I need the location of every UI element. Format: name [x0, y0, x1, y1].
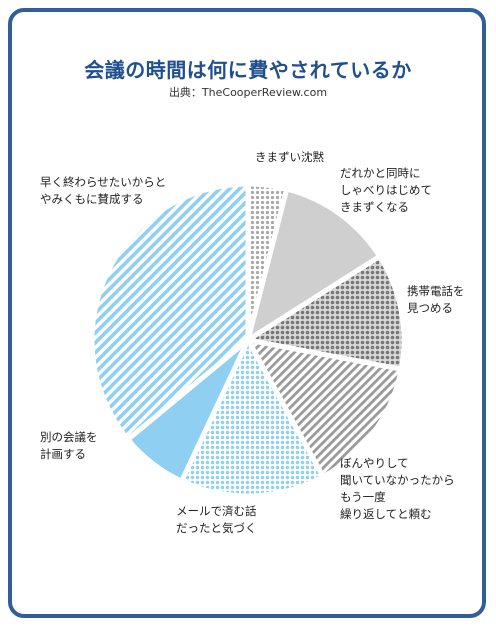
slice-label-line: だったと気づく: [176, 521, 257, 535]
pie-slice: [245, 337, 404, 480]
slice-label-line: 繰り返してと頼む: [340, 507, 432, 521]
slice-label-line: しゃべりはじめて: [340, 183, 432, 197]
chart-title: 会議の時間は何に費やされているか: [84, 58, 412, 82]
slice-label: 携帯電話を見つめる: [407, 284, 465, 315]
slice-label: きまずい沈黙: [255, 150, 324, 164]
slice-label-line: 聞いていなかったから: [340, 473, 455, 487]
pie-slice: [89, 181, 251, 442]
slice-label-line: やみくもに賛成する: [40, 192, 144, 206]
slice-label: 別の会議を計画する: [40, 430, 98, 461]
slice-label-line: 早く終わらせたいからと: [40, 175, 166, 189]
slice-label-line: 別の会議を: [40, 430, 98, 444]
slice-label-line: 携帯電話を: [407, 284, 465, 298]
slice-label-line: きまずくなる: [340, 200, 409, 214]
slice-label-line: だれかと同時に: [340, 166, 421, 180]
slice-label-line: 見つめる: [407, 301, 453, 315]
slice-label: ぼんやりして聞いていなかったからもう一度繰り返してと頼む: [340, 456, 455, 521]
slice-label-line: ぼんやりして: [340, 456, 409, 470]
slice-label: 早く終わらせたいからとやみくもに賛成する: [40, 175, 166, 206]
slice-label-line: きまずい沈黙: [255, 150, 324, 164]
pie-slice: [245, 186, 383, 343]
source-credit: 出典：TheCooperReview.com: [168, 86, 328, 99]
slice-label: だれかと同時にしゃべりはじめてきまずくなる: [340, 166, 432, 214]
slice-label-line: もう一度: [340, 490, 386, 504]
pie-slice: [179, 337, 326, 499]
pie-slice: [245, 253, 407, 372]
slice-label: メールで済む話だったと気づく: [176, 504, 257, 535]
slice-label-line: メールで済む話: [176, 504, 257, 518]
slice-label-line: 計画する: [40, 447, 86, 461]
